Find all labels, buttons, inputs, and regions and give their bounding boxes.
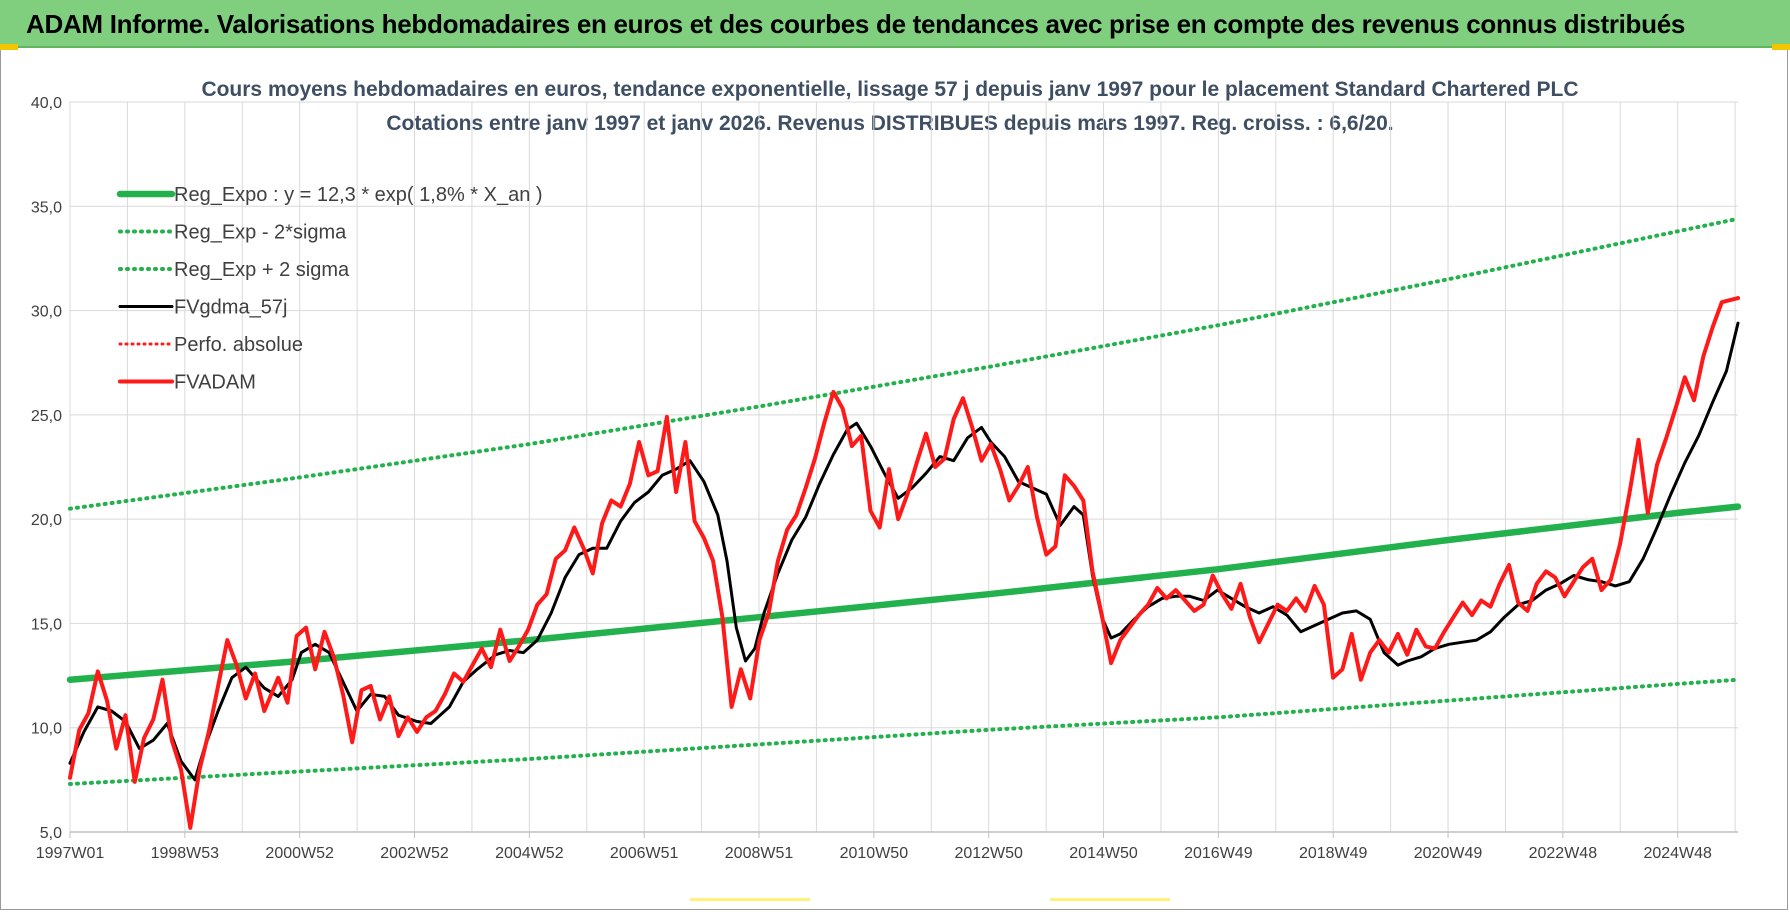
- x-tick-label: 2018W49: [1299, 845, 1368, 862]
- series-line-2: [68, 216, 1740, 511]
- x-axis: 1997W01 1998W53 2000W52 2002W52 2004W52 2006W…: [36, 831, 1738, 862]
- y-tick-label: 30,0: [31, 304, 62, 321]
- x-tick-label: 2000W52: [265, 845, 334, 862]
- x-tick-label: 2016W49: [1184, 845, 1253, 862]
- legend-label: Reg_Expo : y = 12,3 * exp( 1,8% * X_an ): [174, 184, 543, 206]
- y-tick-label: 5,0: [40, 825, 62, 842]
- y-tick-label: 20,0: [31, 512, 62, 529]
- x-tick-label: 2006W51: [610, 845, 679, 862]
- x-tick-label: 2008W51: [725, 845, 794, 862]
- bottom-mark-2: [1050, 898, 1170, 901]
- series-line-0: [66, 503, 1742, 683]
- series-line-5: [68, 296, 1740, 830]
- series-line-3: [68, 321, 1740, 782]
- legend-label: Reg_Exp + 2 sigma: [174, 259, 350, 281]
- legend-label: Perfo. absolue: [174, 334, 303, 356]
- y-tick-label: 10,0: [31, 721, 62, 738]
- grid: [69, 101, 1738, 833]
- chart-title: Cours moyens hebdomadaires en euros, ten…: [201, 78, 1578, 101]
- y-tick-label: 40,0: [31, 95, 62, 112]
- x-tick-label: 2004W52: [495, 845, 564, 862]
- series-line-1: [68, 677, 1740, 786]
- x-tick-label: 2010W50: [840, 845, 909, 862]
- x-tick-label: 2014W50: [1069, 845, 1138, 862]
- y-tick-label: 35,0: [31, 199, 62, 216]
- banner: ADAM Informe. Valorisations hebdomadaire…: [0, 0, 1790, 48]
- x-tick-label: 2012W50: [954, 845, 1023, 862]
- banner-title: ADAM Informe. Valorisations hebdomadaire…: [26, 9, 1686, 39]
- y-axis: 5,0 10,0 15,0 20,0 25,0 30,0 35,0 40,0: [31, 95, 62, 842]
- bottom-mark-1: [690, 898, 810, 901]
- x-tick-label: 2020W49: [1414, 845, 1483, 862]
- x-tick-label: 2022W48: [1529, 845, 1598, 862]
- x-tick-label: 1997W01: [36, 845, 105, 862]
- legend-label: FVADAM: [174, 372, 256, 394]
- corner-mark-right: [1772, 44, 1790, 50]
- corner-mark-left: [0, 44, 18, 50]
- y-tick-label: 25,0: [31, 408, 62, 425]
- legend: Reg_Expo : y = 12,3 * exp( 1,8% * X_an )…: [116, 184, 543, 394]
- legend-label: FVgdma_57j: [174, 297, 287, 319]
- y-tick-label: 15,0: [31, 616, 62, 633]
- plot-area: [66, 216, 1742, 830]
- x-tick-label: 2024W48: [1643, 845, 1712, 862]
- x-tick-label: 2002W52: [380, 845, 449, 862]
- legend-label: Reg_Exp - 2*sigma: [174, 222, 347, 244]
- chart-subtitle: Cotations entre janv 1997 et janv 2026. …: [386, 112, 1393, 135]
- x-tick-label: 1998W53: [151, 845, 220, 862]
